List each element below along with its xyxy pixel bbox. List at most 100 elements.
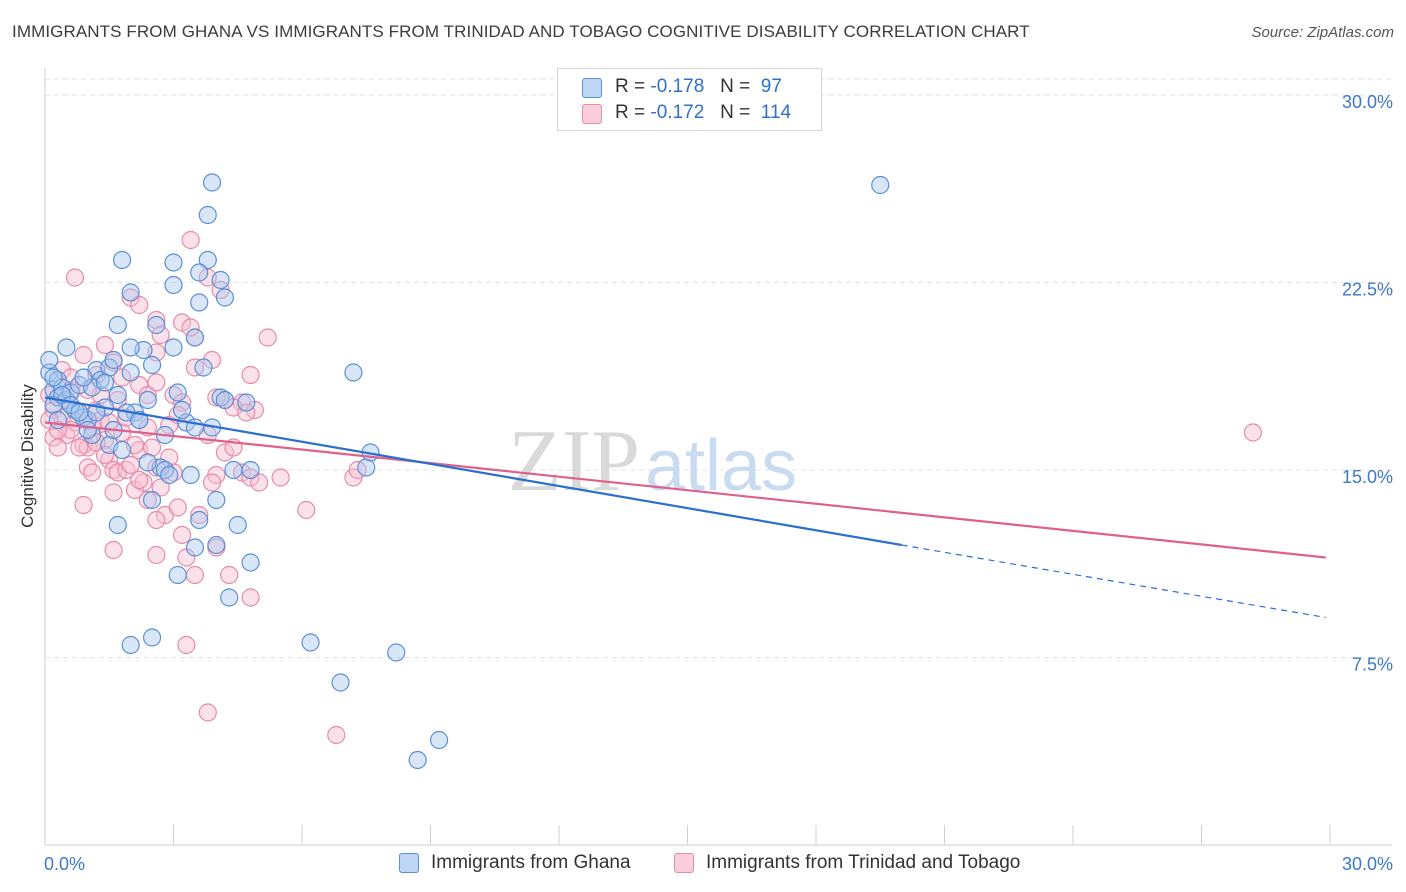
data-point-trinidad (151, 478, 170, 497)
data-point-trinidad (241, 588, 260, 607)
data-point-trinidad (112, 368, 132, 387)
data-point-ghana (387, 643, 406, 662)
series-ghana-points (40, 173, 890, 770)
data-point-trinidad (185, 565, 205, 585)
data-point-trinidad (168, 498, 187, 517)
trend-line-trinidad (44, 421, 1326, 559)
bottom-legend-swatch-trinidad (674, 853, 694, 873)
data-point-ghana (164, 275, 183, 295)
data-point-trinidad (95, 445, 115, 465)
data-point-trinidad (70, 438, 89, 457)
data-point-trinidad (147, 310, 166, 330)
data-point-ghana (95, 373, 115, 392)
data-point-ghana (198, 250, 217, 270)
data-point-ghana (181, 465, 200, 485)
data-point-ghana (215, 390, 234, 410)
data-point-trinidad (172, 313, 192, 332)
data-point-trinidad (147, 545, 166, 565)
data-point-trinidad (181, 230, 200, 250)
data-point-trinidad (172, 525, 192, 545)
data-point-trinidad (297, 500, 316, 520)
trend-lines (44, 396, 1326, 619)
data-point-trinidad (104, 483, 123, 502)
data-point-ghana (57, 338, 76, 357)
data-point-ghana (429, 730, 449, 750)
data-point-trinidad (74, 495, 93, 515)
data-point-ghana (172, 400, 192, 420)
data-point-ghana (871, 175, 890, 195)
data-point-trinidad (237, 403, 256, 422)
data-point-ghana (87, 403, 106, 422)
data-point-trinidad (121, 455, 140, 475)
data-point-ghana (78, 420, 97, 440)
data-point-ghana (190, 263, 209, 282)
data-point-ghana (202, 173, 222, 192)
legend-n-value-trinidad: 114 (760, 102, 792, 123)
data-point-ghana (70, 403, 89, 422)
data-point-ghana (130, 410, 149, 430)
data-point-ghana (211, 270, 230, 290)
data-point-ghana (198, 205, 217, 225)
data-point-trinidad (198, 703, 217, 722)
data-point-ghana (121, 635, 140, 655)
data-point-ghana (237, 393, 256, 412)
trend-line-ghana-extension (901, 544, 1326, 619)
y-tick-label: 22.5% (1342, 280, 1393, 300)
legend-n-label: N = (720, 102, 751, 123)
legend-r-value-trinidad: -0.172 (650, 102, 705, 123)
legend-n-label: N = (720, 76, 751, 97)
data-point-ghana (48, 410, 67, 430)
data-point-ghana (190, 510, 209, 530)
data-point-trinidad (258, 328, 277, 347)
data-point-ghana (185, 538, 205, 557)
data-point-trinidad (1243, 423, 1263, 442)
data-point-ghana (220, 588, 239, 607)
data-point-ghana (331, 673, 350, 692)
bottom-legend-label-trinidad: Immigrants from Trinidad and Tobago (706, 852, 1021, 873)
legend-swatch-ghana (582, 78, 602, 98)
data-point-ghana (121, 338, 140, 357)
data-point-ghana (121, 283, 140, 302)
y-axis-label: Cognitive Disability (18, 384, 37, 528)
data-point-ghana (215, 288, 234, 307)
data-point-trinidad (177, 635, 196, 655)
data-point-trinidad (250, 473, 269, 492)
bottom-legend-label-ghana: Immigrants from Ghana (431, 852, 631, 873)
data-point-ghana (224, 460, 243, 480)
data-point-ghana (147, 315, 166, 335)
data-point-trinidad (83, 463, 102, 482)
data-point-trinidad (142, 438, 162, 457)
legend-r-label: R = (615, 76, 646, 97)
data-point-ghana (108, 315, 127, 335)
data-point-ghana (112, 250, 132, 270)
data-point-ghana (357, 458, 376, 477)
data-point-ghana (112, 440, 132, 460)
data-point-trinidad (202, 473, 222, 492)
data-point-ghana (164, 253, 183, 272)
data-point-ghana (241, 553, 260, 572)
data-point-ghana (168, 565, 187, 585)
data-point-ghana (40, 350, 59, 370)
data-point-trinidad (48, 420, 67, 440)
data-point-trinidad (74, 345, 93, 365)
data-point-trinidad (138, 490, 157, 510)
data-point-trinidad (95, 335, 115, 355)
bottom-legend-swatch-ghana (399, 853, 419, 873)
y-tick-label: 30.0% (1342, 92, 1393, 112)
data-point-trinidad (104, 540, 123, 560)
data-point-trinidad (241, 468, 260, 487)
watermark: ZIP atlas (508, 413, 797, 510)
data-point-ghana (121, 363, 140, 382)
data-point-trinidad (190, 505, 209, 525)
legend-r-value-ghana: -0.178 (650, 76, 705, 97)
data-point-ghana (142, 628, 162, 647)
data-point-trinidad (48, 438, 67, 457)
data-point-ghana (44, 368, 63, 387)
data-point-ghana (194, 358, 213, 377)
data-point-trinidad (130, 470, 149, 490)
trend-line-ghana (44, 396, 902, 547)
data-point-trinidad (327, 725, 346, 745)
data-point-ghana (164, 338, 183, 357)
x-tick-label: 30.0% (1342, 854, 1393, 874)
